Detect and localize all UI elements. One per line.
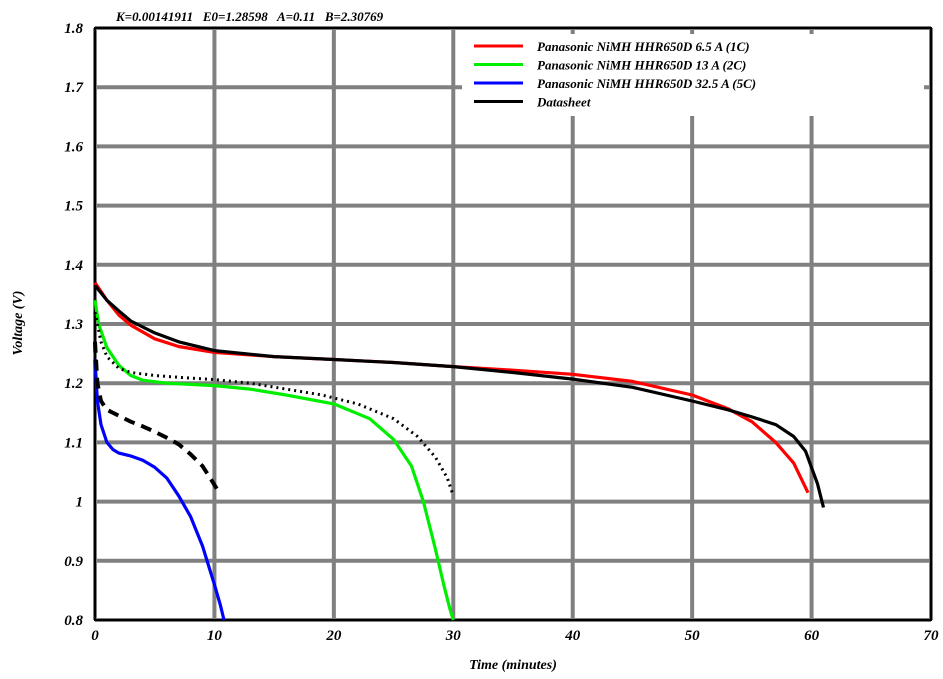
y-axis-title: Voltage (V) <box>11 291 26 356</box>
legend-entry-label: Panasonic NiMH HHR650D 13 A (2C) <box>537 58 746 73</box>
x-tick-label: 70 <box>924 628 940 644</box>
series-line-4 <box>93 311 455 497</box>
y-tick-label: 1 <box>76 495 84 511</box>
x-tick-label: 30 <box>445 628 462 644</box>
series-line-3 <box>93 284 826 508</box>
plot-frame <box>94 27 932 621</box>
legend-background <box>462 34 924 116</box>
y-tick-label: 1.8 <box>64 21 83 37</box>
y-tick-label: 1.4 <box>64 258 83 274</box>
grid-lines <box>93 26 933 622</box>
y-tick-label: 0.8 <box>64 613 83 629</box>
y-tick-label: 1.7 <box>64 80 83 96</box>
x-tick-label: 40 <box>564 628 581 644</box>
y-tick-label: 0.9 <box>64 554 83 570</box>
y-tick-labels: 0.8 0.9 1 1.1 1.2 1.3 1.4 1.5 1.6 1.7 1.8 <box>64 21 83 629</box>
x-tick-labels: 0 10 20 30 40 50 60 70 <box>91 628 939 644</box>
legend: Panasonic NiMH HHR650D 6.5 A (1C) Panason… <box>462 34 924 116</box>
y-tick-label: 1.3 <box>64 317 83 333</box>
legend-entry-label: Panasonic NiMH HHR650D 6.5 A (1C) <box>537 39 750 54</box>
y-tick-label: 1.2 <box>64 376 83 392</box>
series-line-2 <box>93 359 226 621</box>
series-line-1 <box>93 300 455 621</box>
x-tick-label: 0 <box>91 628 99 644</box>
y-tick-label: 1.6 <box>64 139 83 155</box>
x-tick-label: 10 <box>207 628 223 644</box>
y-tick-label: 1.5 <box>64 199 83 215</box>
series-line-5 <box>93 341 221 494</box>
legend-entry-label: Panasonic NiMH HHR650D 32.5 A (5C) <box>537 76 756 91</box>
legend-entry-label: Datasheet <box>536 95 591 110</box>
series-lines <box>93 281 826 621</box>
x-tick-label: 50 <box>685 628 701 644</box>
x-axis-title: Time (minutes) <box>469 658 557 673</box>
x-tick-label: 20 <box>325 628 342 644</box>
chart-parameters-header: K=0.00141911 E0=1.28598 A=0.11 B=2.30769 <box>115 9 384 24</box>
y-tick-label: 1.1 <box>64 435 83 451</box>
x-tick-label: 60 <box>804 628 820 644</box>
